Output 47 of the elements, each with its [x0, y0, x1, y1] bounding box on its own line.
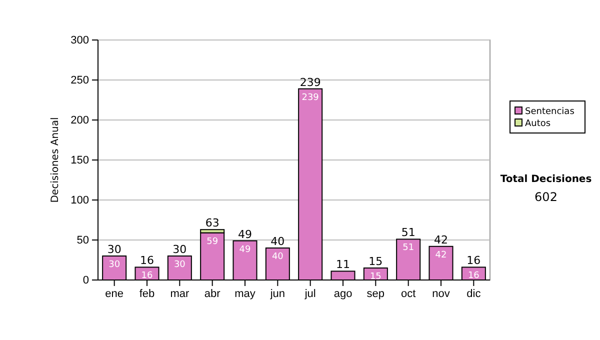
- total-label: 30: [172, 243, 187, 256]
- text: Total Decisiones: [500, 174, 592, 185]
- total-label: 239: [300, 76, 321, 89]
- x-tick-label: mar: [170, 288, 190, 300]
- y-tick-label: 0: [82, 274, 89, 287]
- x-tick-label: feb: [139, 288, 155, 300]
- data-label: 239: [302, 92, 320, 103]
- y-tick-label: 100: [70, 194, 89, 207]
- x-tick-label: abr: [204, 288, 221, 300]
- legend-label: Autos: [525, 119, 551, 129]
- total-label: 15: [368, 255, 383, 268]
- total-label: 42: [434, 233, 448, 246]
- data-label: 16: [468, 271, 480, 282]
- legend-label: Sentencias: [525, 107, 575, 117]
- x-tick-label: may: [234, 288, 256, 300]
- data-label: 51: [402, 243, 414, 254]
- y-tick-label: 150: [70, 154, 89, 167]
- data-label: 30: [108, 260, 120, 270]
- data-label: 49: [239, 244, 251, 255]
- total-label: 30: [107, 243, 122, 256]
- text: 602: [534, 190, 558, 204]
- x-tick-label: ago: [334, 288, 352, 300]
- total-label: 51: [401, 226, 416, 240]
- y-tick-label: 250: [70, 74, 89, 87]
- data-label: 16: [141, 271, 153, 282]
- y-tick-label: 50: [76, 234, 89, 247]
- total-label: 16: [140, 254, 154, 268]
- y-tick-label: 200: [70, 114, 89, 127]
- total-label: 11: [336, 258, 350, 272]
- x-tick-label: ene: [105, 288, 124, 300]
- y-axis-title: Decisiones Anual: [50, 117, 61, 203]
- total-label: 49: [238, 228, 252, 241]
- data-label: 15: [370, 272, 382, 282]
- x-tick-label: nov: [432, 288, 450, 300]
- x-tick-label: jun: [269, 288, 286, 300]
- total-label: 40: [270, 235, 285, 248]
- data-label: 40: [272, 252, 284, 262]
- y-tick-label: 300: [70, 34, 89, 47]
- x-tick-label: sep: [366, 288, 385, 300]
- total-label: 63: [205, 216, 220, 230]
- data-label: 59: [206, 236, 218, 247]
- x-tick-label: jul: [304, 288, 316, 300]
- x-tick-label: oct: [400, 288, 416, 300]
- total-label: 16: [466, 254, 481, 268]
- data-label: 42: [435, 250, 447, 260]
- x-tick-label: dic: [466, 288, 482, 300]
- data-label: 30: [174, 260, 186, 270]
